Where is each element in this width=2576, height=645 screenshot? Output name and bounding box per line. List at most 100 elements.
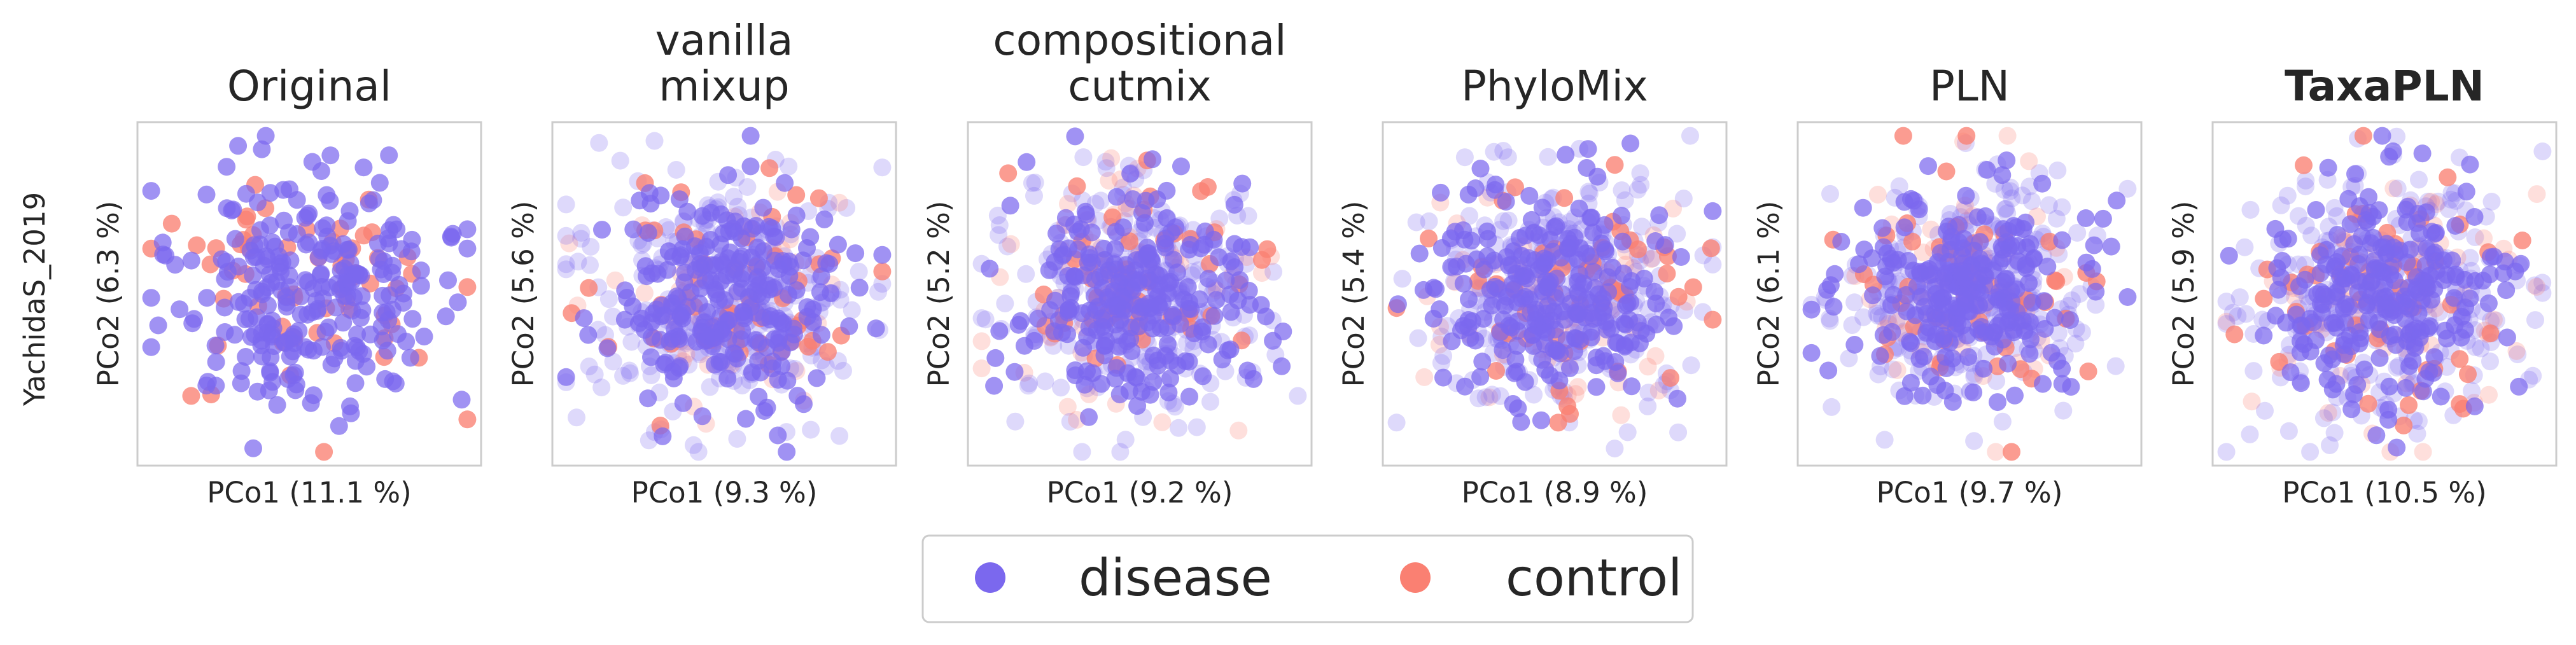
disease-point <box>197 185 216 204</box>
disease-point <box>1873 219 1892 237</box>
legend-label-control: control <box>1506 548 1682 607</box>
x-axis-label: PCo1 (9.2 %) <box>1047 476 1233 510</box>
disease-point <box>2418 239 2436 258</box>
synthetic-disease-point <box>1618 423 1637 441</box>
disease-point <box>2456 270 2474 289</box>
disease-point <box>1479 230 1497 248</box>
synthetic-disease-point <box>614 198 633 217</box>
disease-point <box>1952 262 1971 281</box>
disease-point <box>1460 290 1478 309</box>
synthetic-disease-point <box>834 361 852 380</box>
control-point <box>1487 362 1505 380</box>
disease-point <box>1541 272 1559 291</box>
disease-point <box>1507 265 1525 283</box>
synthetic-disease-point <box>2073 323 2091 342</box>
synthetic-disease-point <box>2328 207 2346 225</box>
disease-point <box>377 303 396 321</box>
synthetic-disease-point <box>2071 285 2089 303</box>
disease-point <box>671 307 690 326</box>
synthetic-disease-point <box>1579 183 1598 201</box>
synthetic-disease-point <box>2049 324 2068 342</box>
synthetic-control-point <box>1059 195 1077 213</box>
synthetic-disease-point <box>2442 190 2460 209</box>
control-point <box>1684 278 1702 296</box>
disease-point <box>1273 357 1291 375</box>
synthetic-control-point <box>1642 250 1660 268</box>
disease-point <box>2118 288 2137 306</box>
disease-point <box>1121 165 1140 183</box>
synthetic-control-point <box>1612 406 1630 424</box>
disease-point <box>2036 320 2054 338</box>
disease-point <box>702 256 720 274</box>
disease-point <box>296 209 314 227</box>
disease-point <box>182 251 200 270</box>
disease-point <box>2061 311 2079 329</box>
control-point <box>2439 168 2457 186</box>
disease-point <box>2323 380 2342 399</box>
disease-point <box>299 340 318 359</box>
disease-point <box>415 328 433 346</box>
disease-point <box>1138 244 1157 263</box>
disease-point <box>2319 158 2337 177</box>
synthetic-disease-point <box>1166 398 1184 416</box>
disease-point <box>778 443 796 461</box>
synthetic-disease-point <box>1525 385 1543 404</box>
disease-point <box>2416 256 2435 275</box>
disease-point <box>1144 150 1161 169</box>
synthetic-disease-point <box>2297 216 2315 235</box>
control-point <box>354 226 373 245</box>
disease-point <box>1530 226 1548 244</box>
control-point <box>760 159 779 177</box>
disease-point <box>2077 253 2096 272</box>
synthetic-disease-point <box>2223 303 2242 322</box>
disease-point <box>2345 385 2363 403</box>
disease-point <box>1471 160 1490 177</box>
control-point <box>1506 178 1524 197</box>
synthetic-control-point <box>1153 413 1172 431</box>
disease-point <box>986 349 1005 367</box>
control-point <box>1192 182 1210 200</box>
synthetic-disease-point <box>1025 186 1043 205</box>
disease-point <box>325 349 344 368</box>
control-point <box>2225 325 2244 343</box>
disease-point <box>1194 367 1212 385</box>
disease-point <box>1871 347 1889 365</box>
y-axis-label: PCo2 (5.6 %) <box>507 201 540 387</box>
disease-point <box>1483 296 1501 315</box>
disease-point <box>2408 319 2426 338</box>
disease-point <box>2062 378 2080 396</box>
disease-point <box>1172 157 1190 176</box>
synthetic-disease-point <box>2482 193 2501 211</box>
disease-point <box>867 319 885 338</box>
synthetic-disease-point <box>1074 148 1093 167</box>
synthetic-disease-point <box>1868 304 1886 322</box>
synthetic-disease-point <box>976 310 995 329</box>
disease-point <box>671 357 689 375</box>
disease-point <box>142 182 160 200</box>
synthetic-disease-point <box>1393 270 1411 288</box>
synthetic-disease-point <box>2229 307 2247 326</box>
synthetic-control-point <box>2020 152 2038 170</box>
disease-point <box>706 356 724 374</box>
disease-point <box>1928 293 1947 311</box>
disease-point <box>1569 251 1587 269</box>
synthetic-disease-point <box>1036 372 1054 391</box>
disease-point <box>1097 332 1116 350</box>
synthetic-disease-point <box>1483 385 1501 404</box>
synthetic-disease-point <box>2279 422 2298 440</box>
control-point <box>1704 310 1722 329</box>
disease-point <box>754 198 773 217</box>
synthetic-disease-point <box>1061 412 1079 431</box>
disease-point <box>2017 238 2036 256</box>
synthetic-disease-point <box>2013 186 2031 205</box>
synthetic-disease-point <box>1869 307 1887 325</box>
disease-point <box>274 181 293 199</box>
synthetic-disease-point <box>2040 196 2058 214</box>
synthetic-disease-point <box>2256 401 2274 420</box>
synthetic-disease-point <box>1289 387 1307 405</box>
disease-point <box>1565 329 1584 347</box>
disease-point <box>291 305 310 324</box>
disease-point <box>1570 199 1588 218</box>
disease-point <box>1432 183 1450 202</box>
disease-point <box>2452 328 2470 347</box>
